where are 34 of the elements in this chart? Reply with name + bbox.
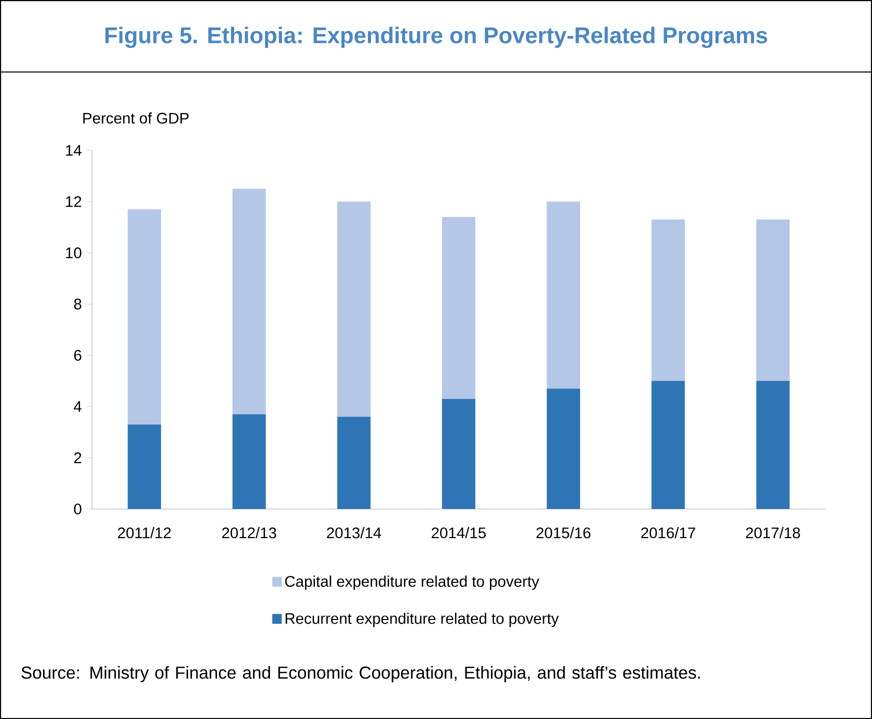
bar [128, 424, 162, 510]
bar [652, 380, 685, 510]
y-tick-label: 6 [74, 350, 82, 361]
legend-label: Capital expenditure related to poverty [285, 576, 540, 590]
x-tick-label: 2012/13 [222, 527, 276, 538]
bar [652, 220, 685, 381]
source-note: Source: Ministry of Finance and Economic Cooperation, Ethiopia, and staff’s estimates. [22, 666, 700, 682]
x-tick-label: 2013/14 [326, 527, 382, 538]
bar [337, 202, 371, 417]
x-tick-label: 2016/17 [641, 527, 696, 538]
y-axis-title: Percent of GDP [83, 112, 189, 124]
bar [442, 216, 476, 399]
chart-title: Figure 5. Ethiopia: Expenditure on Poverty-Related Programs [105, 26, 768, 48]
x-tick-label: 2017/18 [746, 527, 800, 538]
bar [756, 220, 790, 381]
bar [128, 209, 162, 424]
bar [232, 188, 266, 414]
bar [546, 388, 580, 510]
bar [442, 398, 476, 510]
y-tick-label: 8 [74, 298, 82, 310]
y-tick-label: 0 [74, 504, 82, 514]
legend-label: Recurrent expenditure related to poverty [286, 612, 559, 627]
x-tick-label: 2015/16 [536, 527, 590, 538]
bar [756, 380, 790, 510]
y-tick-label: 12 [66, 196, 82, 207]
y-tick-label: 2 [74, 452, 82, 464]
y-tick-label: 10 [66, 247, 82, 258]
bar [546, 202, 580, 389]
y-tick-label: 14 [66, 145, 82, 156]
y-tick-label: 4 [74, 401, 82, 412]
x-tick-label: 2011/12 [118, 527, 171, 538]
x-tick-label: 2014/15 [432, 527, 486, 538]
bar [337, 416, 371, 510]
bar [232, 414, 266, 510]
